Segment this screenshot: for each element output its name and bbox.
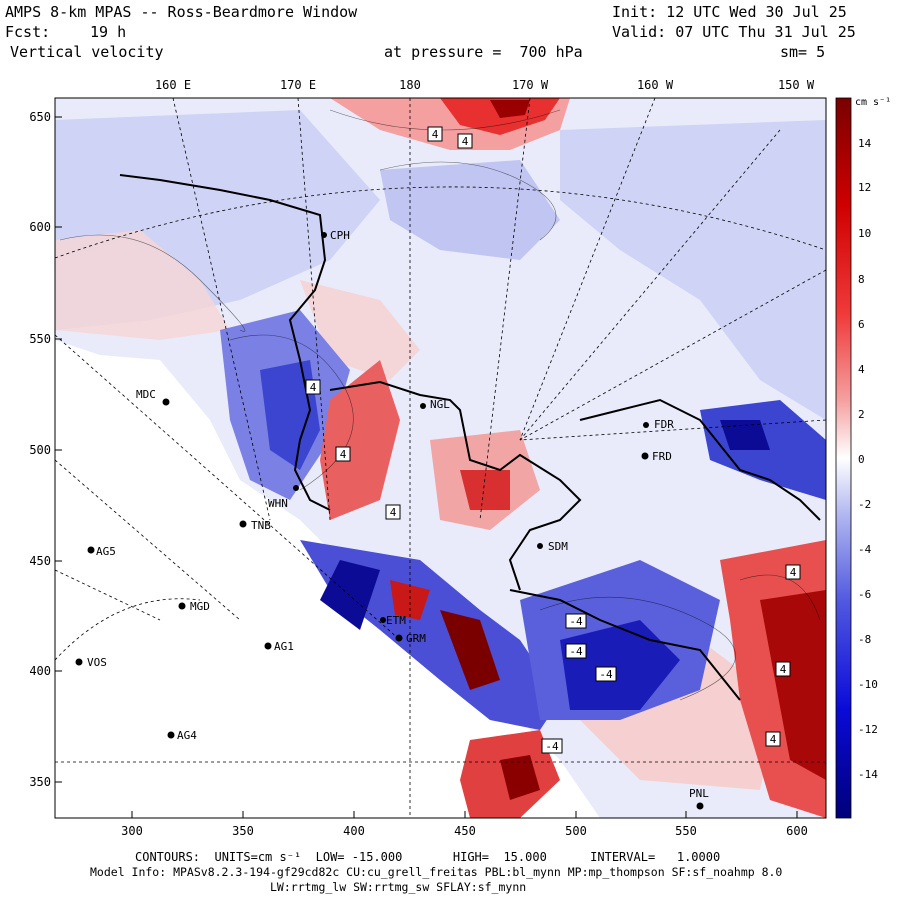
- station-dot: [239, 520, 247, 528]
- station-dot: [167, 731, 175, 739]
- contour-info: CONTOURS: UNITS=cm s⁻¹ LOW= -15.000 HIGH…: [135, 850, 721, 864]
- x-tick-label: 550: [675, 824, 697, 838]
- station-label: ETM: [386, 614, 406, 627]
- colorbar-label: -8: [858, 633, 871, 646]
- x-tick-label: 600: [786, 824, 808, 838]
- station-label: CPH: [330, 229, 350, 242]
- station-label: NGL: [430, 398, 450, 411]
- station-dot: [420, 403, 426, 409]
- station-label: AG1: [274, 640, 294, 653]
- y-tick-label: 400: [29, 664, 51, 678]
- contour-box-label: 4: [780, 663, 787, 676]
- x-tick-label: 350: [232, 824, 254, 838]
- colorbar-label: -6: [858, 588, 871, 601]
- contour-box-label: -4: [545, 740, 559, 753]
- station-label: MGD: [190, 600, 210, 613]
- contour-box-label: 4: [432, 128, 439, 141]
- model-info: Model Info: MPASv8.2.3-194-gf29cd82c CU:…: [90, 865, 783, 879]
- init-time: Init: 12 UTC Wed 30 Jul 25: [612, 3, 847, 21]
- station-label: FDR: [654, 418, 674, 431]
- field-name: Vertical velocity: [10, 43, 164, 61]
- station-dot: [643, 422, 649, 428]
- colorbar-unit: cm s⁻¹: [855, 97, 891, 108]
- colorbar-label: -10: [858, 678, 878, 691]
- x-tick-label: 450: [454, 824, 476, 838]
- y-tick-label: 450: [29, 554, 51, 568]
- colorbar-label: 0: [858, 453, 865, 466]
- station-dot: [293, 485, 299, 491]
- station-label: AG5: [96, 545, 116, 558]
- colorbar-label: 10: [858, 227, 871, 240]
- colorbar-label: 14: [858, 137, 872, 150]
- top-lon-label: 160 E: [155, 78, 191, 92]
- colorbar-label: -12: [858, 723, 878, 736]
- station-label: TNB: [251, 519, 271, 532]
- top-lon-label: 170 E: [280, 78, 316, 92]
- colorbar-label: 6: [858, 318, 865, 331]
- colorbar-label: 2: [858, 408, 865, 421]
- colorbar: [835, 97, 852, 819]
- top-lon-label: 160 W: [637, 78, 674, 92]
- station-label: SDM: [548, 540, 568, 553]
- contour-box-label: 4: [310, 381, 317, 394]
- colorbar-label: -14: [858, 768, 878, 781]
- top-lon-label: 170 W: [512, 78, 549, 92]
- station-dot: [321, 232, 327, 238]
- station-dot: [641, 452, 649, 460]
- forecast-label: Fcst:: [5, 23, 51, 41]
- map-svg: 4 4 4 4 4 -4 -4 -4 -4 4 4 4: [29, 78, 891, 838]
- model-info-physics: LW:rrtmg_lw SW:rrtmg_sw SFLAY:sf_mynn: [270, 880, 527, 894]
- valid-time: Valid: 07 UTC Thu 31 Jul 25: [612, 23, 856, 41]
- map-title: AMPS 8-km MPAS -- Ross-Beardmore Window: [5, 3, 358, 21]
- contour-box-label: 4: [462, 135, 469, 148]
- y-tick-label: 350: [29, 775, 51, 789]
- pressure-level: at pressure = 700 hPa: [384, 43, 583, 61]
- colorbar-label: -4: [858, 543, 872, 556]
- colorbar-label: 8: [858, 273, 865, 286]
- colorbar-label: 4: [858, 363, 865, 376]
- map-field: 4 4 4 4 4 -4 -4 -4 -4 4 4 4: [55, 98, 826, 818]
- station-label: PNL: [689, 787, 709, 800]
- x-tick-label: 300: [121, 824, 143, 838]
- top-lon-label: 180: [399, 78, 421, 92]
- y-tick-label: 550: [29, 332, 51, 346]
- colorbar-label: -2: [858, 498, 871, 511]
- top-lon-label: 150 W: [778, 78, 815, 92]
- contour-box-label: -4: [569, 615, 583, 628]
- y-tick-label: 500: [29, 443, 51, 457]
- station-label: FRD: [652, 450, 672, 463]
- station-label: WHN: [268, 497, 288, 510]
- station-dot: [380, 617, 386, 623]
- station-dot: [75, 658, 83, 666]
- contour-box-label: 4: [340, 448, 347, 461]
- station-label: AG4: [177, 729, 197, 742]
- station-dot: [178, 602, 186, 610]
- station-dot: [537, 543, 543, 549]
- station-dot: [162, 398, 170, 406]
- colorbar-label: 12: [858, 181, 871, 194]
- station-label: GRM: [406, 632, 426, 645]
- contour-box-label: 4: [770, 733, 777, 746]
- x-tick-label: 400: [343, 824, 365, 838]
- station-label: MDC: [136, 388, 156, 401]
- station-dot: [87, 546, 95, 554]
- y-tick-label: 650: [29, 110, 51, 124]
- station-dot: [264, 642, 272, 650]
- forecast-hour: 19 h: [90, 23, 127, 41]
- smoothing: sm= 5: [780, 43, 826, 61]
- map-frame: [54, 97, 827, 819]
- station-dot: [395, 634, 403, 642]
- x-tick-label: 500: [565, 824, 587, 838]
- contour-box-label: -4: [569, 645, 583, 658]
- contour-box-label: 4: [390, 506, 397, 519]
- contour-box-label: 4: [790, 566, 797, 579]
- y-tick-label: 600: [29, 220, 51, 234]
- station-dot: [696, 802, 704, 810]
- contour-box-label: -4: [599, 668, 613, 681]
- station-label: VOS: [87, 656, 107, 669]
